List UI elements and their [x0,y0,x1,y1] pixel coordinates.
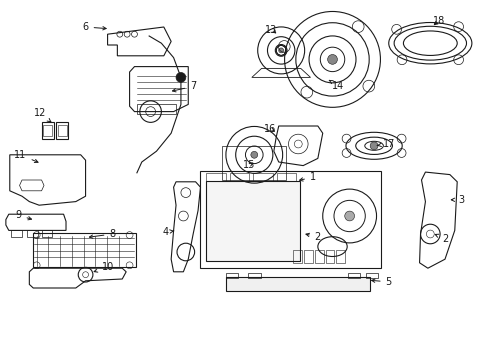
Text: 15: 15 [243,160,255,170]
Text: 8: 8 [89,229,115,239]
Text: 7: 7 [172,81,196,92]
Bar [11,230,21,237]
Bar [248,273,260,278]
Bar [229,173,249,181]
Bar [293,250,302,263]
Text: 5: 5 [371,277,391,287]
Circle shape [327,54,337,64]
Text: 9: 9 [16,210,31,220]
Circle shape [369,142,377,150]
Bar [225,277,369,291]
Bar [206,181,300,261]
Bar [56,122,68,139]
Text: 16: 16 [264,124,276,134]
Bar [347,273,360,278]
Text: 18: 18 [432,16,445,26]
Bar [41,122,54,139]
Bar [365,273,377,278]
Text: 14: 14 [328,80,344,91]
Bar [276,173,296,181]
Circle shape [176,72,185,82]
Text: 17: 17 [376,139,394,149]
Text: 10: 10 [94,262,114,272]
Bar [304,250,312,263]
Circle shape [250,151,257,158]
Bar [200,171,381,268]
Bar [43,125,52,136]
Circle shape [344,211,354,221]
Bar [58,125,67,136]
Text: 3: 3 [450,195,463,205]
Bar [33,233,136,267]
Text: 4: 4 [162,227,174,237]
Bar [225,273,238,278]
Bar [206,173,225,181]
Text: 13: 13 [264,24,277,35]
Bar [253,173,272,181]
Text: 11: 11 [14,150,38,162]
Circle shape [278,48,283,53]
Bar [336,250,345,263]
Bar [27,230,38,237]
Text: 12: 12 [34,108,51,122]
Text: 2: 2 [434,234,447,244]
Text: 6: 6 [82,22,106,32]
Text: 1: 1 [299,172,315,182]
Bar [325,250,334,263]
Bar [314,250,323,263]
Bar [41,230,52,237]
Text: 2: 2 [305,232,320,242]
